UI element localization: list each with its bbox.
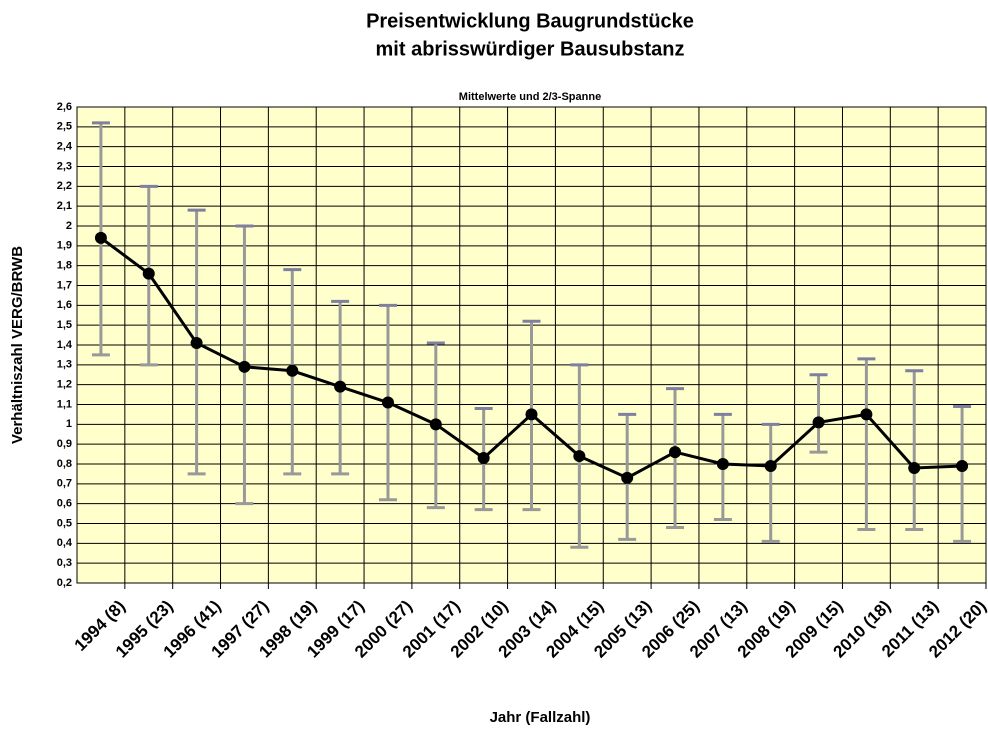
y-tick-label: 0,2	[57, 577, 72, 589]
y-tick-label: 1,5	[57, 319, 72, 331]
y-tick-label: 0,5	[57, 517, 72, 529]
data-point	[381, 396, 394, 409]
y-tick-label: 1,4	[57, 339, 73, 351]
x-axis-label: Jahr (Fallzahl)	[490, 709, 591, 726]
chart-title: Preisentwicklung Baugrundstücke	[366, 10, 694, 32]
data-point	[573, 450, 586, 463]
y-tick-label: 0,8	[57, 458, 72, 470]
data-point	[956, 459, 969, 472]
y-tick-label: 1,7	[57, 279, 72, 291]
y-tick-label: 0,7	[57, 478, 72, 490]
y-tick-label: 2,2	[57, 180, 72, 192]
data-point	[812, 416, 825, 429]
y-tick-label: 2	[66, 220, 72, 232]
y-tick-label: 0,9	[57, 438, 72, 450]
y-tick-label: 1	[66, 418, 72, 430]
data-point	[334, 380, 347, 393]
y-tick-label: 0,3	[57, 557, 72, 569]
y-tick-label: 2,6	[57, 101, 72, 113]
y-tick-label: 1,8	[57, 260, 72, 272]
chart-title: mit abrisswürdiger Bausubstanz	[376, 38, 685, 60]
y-tick-label: 2,4	[57, 141, 73, 153]
y-tick-label: 0,6	[57, 498, 72, 510]
data-point	[525, 408, 538, 421]
data-point	[94, 231, 107, 244]
y-tick-label: 1,6	[57, 299, 72, 311]
data-point	[908, 461, 921, 474]
data-point	[429, 418, 442, 431]
y-tick-label: 2,1	[57, 200, 72, 212]
data-point	[477, 452, 490, 465]
y-tick-label: 0,4	[57, 537, 73, 549]
data-point	[669, 446, 682, 459]
data-point	[764, 459, 777, 472]
y-axis-label: Verhältniszahl VERG/BRWB	[9, 246, 26, 444]
data-point	[621, 471, 634, 484]
data-point	[286, 364, 299, 377]
y-tick-label: 2,3	[57, 160, 72, 172]
chart-subtitle: Mittelwerte und 2/3-Spanne	[459, 91, 601, 103]
data-point	[716, 458, 729, 470]
y-tick-label: 2,5	[57, 121, 72, 133]
y-tick-label: 1,2	[57, 379, 72, 391]
data-point	[142, 267, 155, 280]
data-point	[238, 360, 251, 373]
y-tick-label: 1,9	[57, 240, 72, 252]
data-point	[190, 337, 203, 350]
data-point	[860, 408, 873, 421]
y-tick-label: 1,1	[57, 398, 72, 410]
y-tick-label: 1,3	[57, 359, 72, 371]
